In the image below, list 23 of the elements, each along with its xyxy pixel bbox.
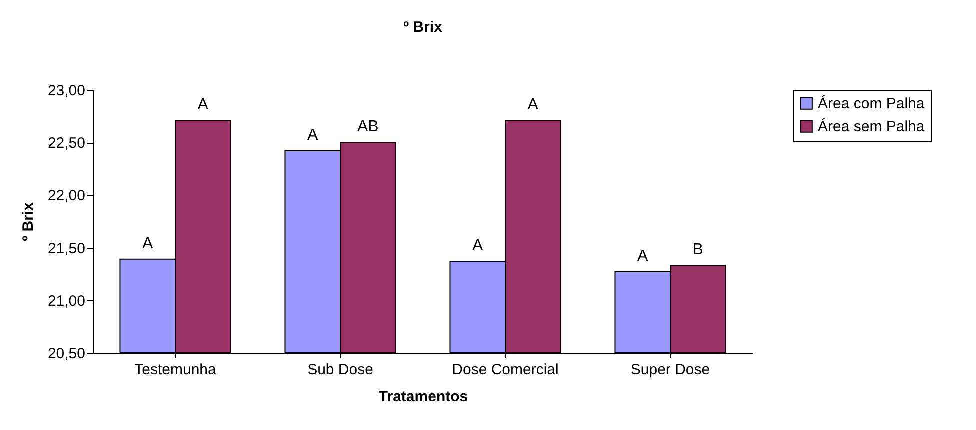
y-tick-label: 23,00 [48, 82, 86, 100]
chart-title: º Brix [404, 19, 444, 36]
data-label: A [528, 96, 539, 114]
data-label: B [692, 242, 704, 259]
y-axis-title: º Brix [20, 202, 37, 242]
x-tick-label: Dose Comercial [452, 362, 559, 378]
y-tick-label: 20,50 [48, 346, 86, 362]
data-label: A [142, 235, 154, 252]
data-label: AB [357, 118, 379, 136]
y-tick-label: 22,50 [48, 135, 86, 152]
y-tick-label: 22,00 [48, 188, 86, 205]
data-label: A [198, 96, 209, 114]
x-tick-label: Sub Dose [308, 362, 374, 378]
x-axis-title: Tratamentos [378, 388, 468, 406]
data-label: A [472, 237, 484, 254]
y-tick-label: 21,00 [48, 292, 86, 310]
data-label: A [638, 248, 649, 265]
y-tick-label: 21,50 [48, 240, 86, 258]
x-tick-label: Super Dose [630, 362, 710, 378]
legend-label: Área sem Palha [818, 118, 926, 136]
data-label: A [308, 127, 319, 144]
x-tick-label: Testemunha [134, 362, 218, 378]
legend-label: Área com Palha [818, 94, 926, 112]
